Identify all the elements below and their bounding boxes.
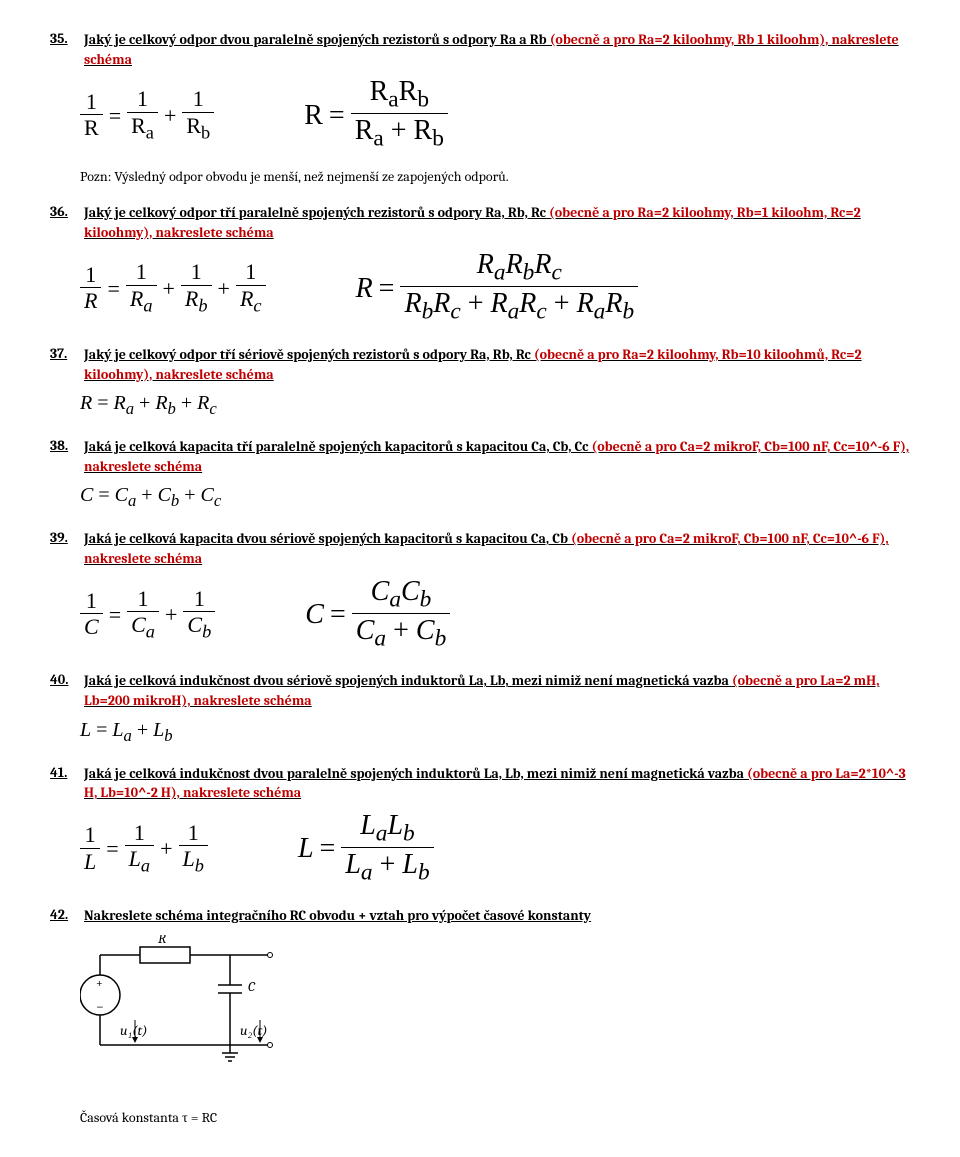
q42-text: Nakreslete schéma integračního RC obvodu…	[84, 906, 591, 926]
q37-text: Jaký je celkový odpor tří sériově spojen…	[84, 345, 910, 384]
q38-num: 38.	[50, 437, 76, 454]
q35-num: 35.	[50, 30, 76, 47]
q41-num: 41.	[50, 764, 76, 781]
question-36: 36. Jaký je celkový odpor tří paralelně …	[50, 203, 910, 327]
q41-formulas: 1L = 1La + 1Lb L = LaLb La + Lb	[80, 811, 910, 888]
q40-num: 40.	[50, 671, 76, 688]
q38-text: Jaká je celková kapacita tří paralelně s…	[84, 437, 910, 476]
svg-text:−: −	[96, 998, 104, 1015]
q35-f2: R = RaRb Ra + Rb	[304, 77, 448, 154]
q36-formulas: 1R = 1Ra + 1Rb + 1Rc R = RaRbRc RbRc + R…	[80, 250, 910, 327]
q41-text: Jaká je celková indukčnost dvou paraleln…	[84, 764, 910, 803]
q39-text: Jaká je celková kapacita dvou sériově sp…	[84, 529, 910, 568]
q35-f1: 1R = 1Ra + 1Rb	[80, 87, 214, 144]
q36-text: Jaký je celkový odpor tří paralelně spoj…	[84, 203, 910, 242]
q40-formula: L = La + Lb	[80, 719, 910, 746]
q39-num: 39.	[50, 529, 76, 546]
question-37: 37. Jaký je celkový odpor tří sériově sp…	[50, 345, 910, 419]
q35-note: Pozn: Výsledný odpor obvodu je menší, ne…	[80, 168, 910, 185]
q35-line: 35. Jaký je celkový odpor dvou paralelně…	[50, 30, 910, 69]
label-u1: u₁(t)	[120, 1022, 147, 1039]
q39-formulas: 1C = 1Ca + 1Cb C = CaCb Ca + Cb	[80, 577, 910, 654]
q35-formulas: 1R = 1Ra + 1Rb R = RaRb Ra + Rb	[80, 77, 910, 154]
svg-text:+: +	[96, 976, 103, 990]
label-u2: u₂(t)	[240, 1022, 267, 1039]
q36-num: 36.	[50, 203, 76, 220]
question-40: 40. Jaká je celková indukčnost dvou séri…	[50, 671, 910, 745]
footer-time-constant: Časová konstanta τ = RC	[80, 1109, 910, 1127]
q42-num: 42.	[50, 906, 76, 923]
q40-text: Jaká je celková indukčnost dvou sériově …	[84, 671, 910, 710]
question-41: 41. Jaká je celková indukčnost dvou para…	[50, 764, 910, 888]
q35-text: Jaký je celkový odpor dvou paralelně spo…	[84, 30, 910, 69]
question-42: 42. Nakreslete schéma integračního RC ob…	[50, 906, 910, 1080]
question-35: 35. Jaký je celkový odpor dvou paralelně…	[50, 30, 910, 185]
q35-black: Jaký je celkový odpor dvou paralelně spo…	[84, 31, 550, 48]
q37-num: 37.	[50, 345, 76, 362]
label-C: C	[248, 978, 256, 995]
question-39: 39. Jaká je celková kapacita dvou sériov…	[50, 529, 910, 653]
question-38: 38. Jaká je celková kapacita tří paralel…	[50, 437, 910, 511]
rc-circuit-diagram: R C + − u₁(t)	[80, 935, 910, 1079]
label-R: R	[158, 935, 166, 947]
q37-formula: R = Ra + Rb + Rc	[80, 392, 910, 419]
q38-formula: C = Ca + Cb + Cc	[80, 484, 910, 511]
